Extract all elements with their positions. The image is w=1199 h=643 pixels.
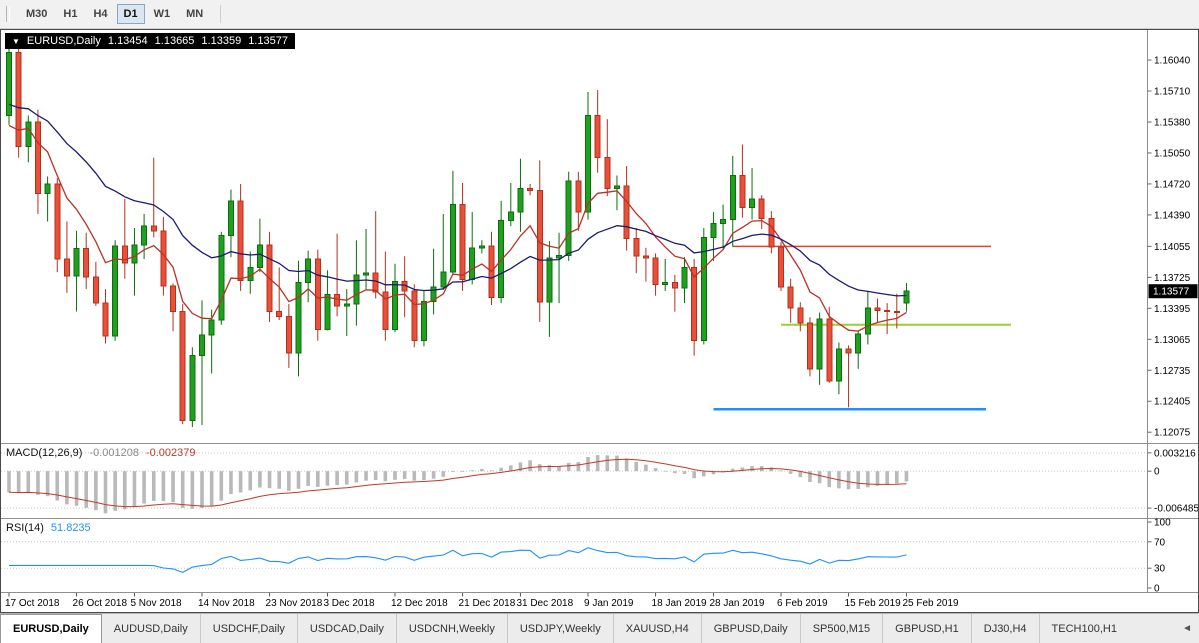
timeframe-button-h1[interactable]: H1: [56, 4, 84, 24]
svg-text:1.12735: 1.12735: [1154, 366, 1191, 377]
chart-tab-audusd-daily[interactable]: AUDUSD,Daily: [102, 614, 201, 643]
timeframe-button-mn[interactable]: MN: [179, 4, 210, 24]
ohlc-open-value: 1.13454: [107, 35, 148, 47]
one-click-trading-icon[interactable]: ▼: [12, 36, 20, 46]
timeframe-toolbar: M30 H1 H4 D1 W1 MN: [0, 0, 1199, 29]
chart-tab-usdcnh-weekly[interactable]: USDCNH,Weekly: [397, 614, 508, 643]
svg-text:21 Dec 2018: 21 Dec 2018: [459, 598, 516, 609]
rsi-value: 51.8235: [50, 522, 91, 534]
svg-text:28 Jan 2019: 28 Jan 2019: [709, 598, 764, 609]
svg-text:100: 100: [1154, 518, 1171, 529]
toolbar-grip-icon[interactable]: [6, 6, 10, 22]
timeframe-button-h4[interactable]: H4: [86, 4, 114, 24]
timeframe-button-d1[interactable]: D1: [116, 4, 145, 24]
svg-text:1.16040: 1.16040: [1154, 56, 1191, 67]
macd-label: MACD(12,26,9): [6, 447, 83, 459]
chart-tab-xauusd-h4[interactable]: XAUUSD,H4: [614, 614, 702, 643]
svg-text:18 Jan 2019: 18 Jan 2019: [652, 598, 707, 609]
chart-tab-usdcad-daily[interactable]: USDCAD,Daily: [298, 614, 397, 643]
chart-tab-usdchf-daily[interactable]: USDCHF,Daily: [201, 614, 298, 643]
chart-tab-sp500-m15[interactable]: SP500,M15: [801, 614, 884, 643]
svg-text:30: 30: [1154, 564, 1166, 575]
chart-tab-eurusd-daily[interactable]: EURUSD,Daily: [0, 614, 102, 643]
chart-ohlc-header: ▼ EURUSD,Daily 1.13454 1.13665 1.13359 1…: [5, 33, 295, 49]
chart-tab-usdjpy-weekly[interactable]: USDJPY,Weekly: [508, 614, 614, 643]
svg-text:1.13065: 1.13065: [1154, 335, 1191, 346]
svg-text:6 Feb 2019: 6 Feb 2019: [777, 598, 828, 609]
chart-tab-gbpusd-h1[interactable]: GBPUSD,H1: [883, 614, 972, 643]
tab-scroll-left-button[interactable]: ◄: [1182, 623, 1192, 634]
svg-text:0: 0: [1154, 584, 1160, 595]
svg-text:1.15050: 1.15050: [1154, 148, 1191, 159]
svg-text:12 Dec 2018: 12 Dec 2018: [391, 598, 448, 609]
price-chart-canvas[interactable]: 1.16040 1.15710 1.15380 1.15050 1.14720 1.143…: [1, 30, 1198, 612]
chart-area: 1.16040 1.15710 1.15380 1.15050 1.14720 1.143…: [0, 29, 1199, 613]
svg-text:26 Oct 2018: 26 Oct 2018: [73, 598, 128, 609]
svg-text:5 Nov 2018: 5 Nov 2018: [130, 598, 182, 609]
svg-text:0: 0: [1154, 467, 1160, 478]
macd-main-value: -0.001208: [89, 447, 139, 459]
timeframe-button-w1[interactable]: W1: [147, 4, 178, 24]
macd-panel-title: MACD(12,26,9) -0.001208 -0.002379: [6, 447, 196, 459]
ohlc-low-value: 1.13359: [201, 35, 242, 47]
svg-text:1.12405: 1.12405: [1154, 397, 1191, 408]
svg-text:1.14390: 1.14390: [1154, 210, 1191, 221]
macd-signal-value: -0.002379: [145, 447, 196, 459]
chart-symbol-label: EURUSD,Daily: [26, 35, 101, 47]
rsi-label: RSI(14): [6, 522, 44, 534]
svg-text:1.13577: 1.13577: [1153, 287, 1190, 298]
chart-tab-dj30-h4[interactable]: DJ30,H4: [972, 614, 1040, 643]
chart-tab-gbpusd-daily[interactable]: GBPUSD,Daily: [702, 614, 801, 643]
timeframe-button-m30[interactable]: M30: [19, 4, 54, 24]
svg-text:3 Dec 2018: 3 Dec 2018: [323, 598, 375, 609]
svg-text:9 Jan 2019: 9 Jan 2019: [584, 598, 634, 609]
ohlc-high-value: 1.13665: [154, 35, 195, 47]
svg-text:-0.006485: -0.006485: [1154, 504, 1198, 515]
svg-text:1.15710: 1.15710: [1154, 87, 1191, 98]
rsi-panel-title: RSI(14) 51.8235: [6, 522, 91, 534]
svg-text:1.15380: 1.15380: [1154, 117, 1191, 128]
svg-text:1.13725: 1.13725: [1154, 273, 1191, 284]
svg-text:1.14720: 1.14720: [1154, 179, 1191, 190]
svg-text:0.003216: 0.003216: [1154, 448, 1196, 459]
svg-text:17 Oct 2018: 17 Oct 2018: [5, 598, 60, 609]
ohlc-close-value: 1.13577: [248, 35, 288, 47]
svg-text:1.13395: 1.13395: [1154, 304, 1191, 315]
svg-text:70: 70: [1154, 537, 1166, 548]
svg-text:25 Feb 2019: 25 Feb 2019: [902, 598, 959, 609]
chart-tab-tech100-h1[interactable]: TECH100,H1: [1051, 622, 1117, 635]
svg-text:23 Nov 2018: 23 Nov 2018: [266, 598, 323, 609]
svg-text:31 Dec 2018: 31 Dec 2018: [516, 598, 573, 609]
chart-tab-bar: EURUSD,Daily AUDUSD,Daily USDCHF,Daily USDC…: [0, 613, 1199, 643]
svg-text:15 Feb 2019: 15 Feb 2019: [845, 598, 902, 609]
svg-text:14 Nov 2018: 14 Nov 2018: [198, 598, 255, 609]
svg-text:1.14055: 1.14055: [1154, 242, 1191, 253]
svg-text:1.12075: 1.12075: [1154, 428, 1191, 439]
toolbar-separator: [220, 5, 222, 23]
